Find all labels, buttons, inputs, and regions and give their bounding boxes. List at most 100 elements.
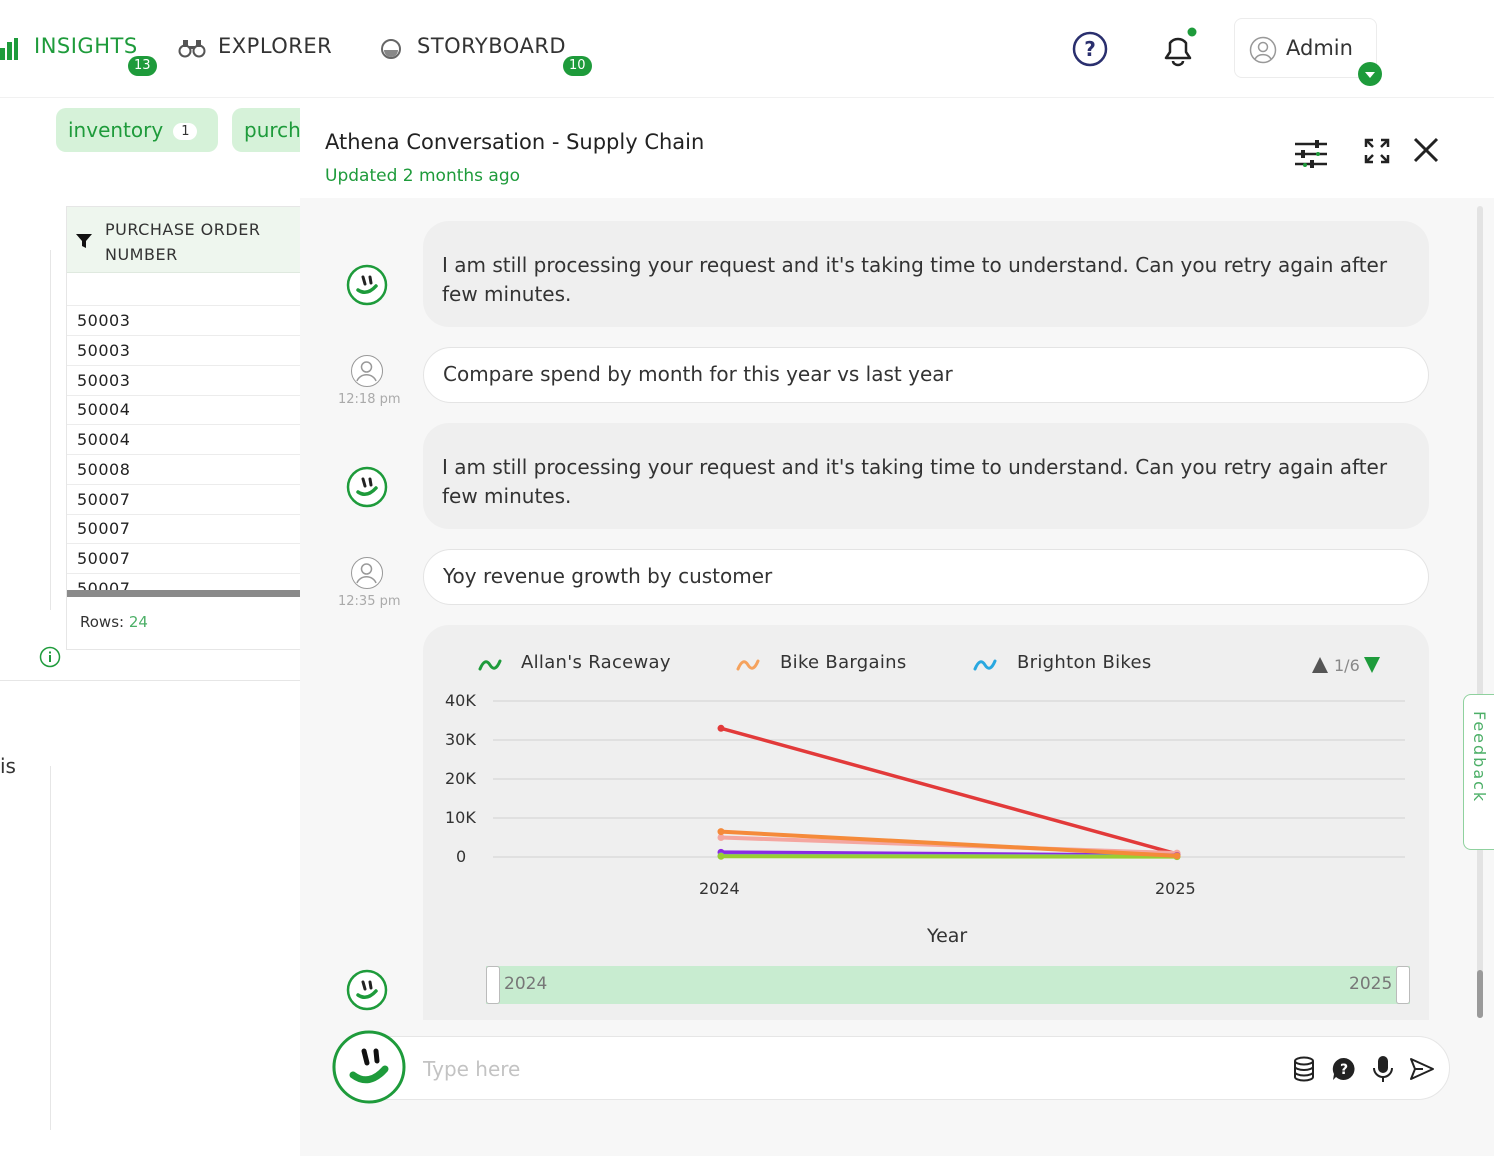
table-row[interactable]: 50007 xyxy=(77,519,131,538)
send-icon[interactable] xyxy=(1409,1057,1435,1081)
row-divider xyxy=(67,365,307,366)
svg-text:?: ? xyxy=(1084,37,1096,61)
expand-icon[interactable] xyxy=(1364,138,1390,164)
row-divider xyxy=(67,514,307,515)
conversation-panel: Athena Conversation - Supply Chain Updat… xyxy=(300,98,1494,1156)
legend-line-icon xyxy=(478,657,502,673)
user-avatar-icon xyxy=(1249,36,1277,64)
chart-point[interactable] xyxy=(717,828,725,836)
microphone-icon[interactable] xyxy=(1370,1055,1396,1083)
chart-point[interactable] xyxy=(717,834,725,841)
table-row[interactable]: 50003 xyxy=(77,371,131,390)
chart-line-series-red[interactable] xyxy=(720,726,1178,856)
purchase-order-table: PURCHASE ORDER NUMBER 50003 50003 50003 … xyxy=(66,206,307,650)
zoom-handle-left[interactable] xyxy=(486,966,500,1004)
binoculars-icon xyxy=(178,38,206,58)
panel-scrollbar-thumb[interactable] xyxy=(1477,970,1483,1018)
filter-chip-purchase[interactable]: purch xyxy=(232,108,312,152)
legend-line-icon xyxy=(973,657,997,673)
info-icon[interactable] xyxy=(39,646,61,668)
user-menu[interactable]: Admin xyxy=(1234,18,1377,78)
settings-sliders-icon[interactable] xyxy=(1293,138,1329,170)
chart-point[interactable] xyxy=(1173,852,1181,860)
y-tick-label: 10K xyxy=(445,808,476,827)
filter-icon[interactable] xyxy=(75,233,93,249)
row-divider xyxy=(67,305,307,306)
legend-next-icon[interactable] xyxy=(1363,656,1381,674)
legend-prev-icon[interactable] xyxy=(1311,656,1329,674)
help-icon[interactable]: ? xyxy=(1071,30,1109,68)
zoom-handle-right[interactable] xyxy=(1396,966,1410,1004)
bot-avatar-icon xyxy=(346,466,388,508)
table-row[interactable]: 50003 xyxy=(77,311,131,330)
rows-label: Rows: xyxy=(80,613,125,631)
bot-avatar-large-icon xyxy=(331,1029,407,1105)
feedback-tab[interactable]: Feedback xyxy=(1463,694,1494,850)
row-divider xyxy=(67,424,307,425)
truncated-side-text: is xyxy=(0,754,16,778)
legend-item[interactable]: Allan's Raceway xyxy=(521,652,671,673)
table-row[interactable]: 50007 xyxy=(77,490,131,509)
nav-explorer[interactable]: EXPLORER xyxy=(218,34,333,58)
filter-chip-inventory[interactable]: inventory 1 xyxy=(56,108,218,152)
nav-insights[interactable]: INSIGHTS xyxy=(34,34,138,58)
y-tick-label: 0 xyxy=(456,847,467,866)
storyboard-icon xyxy=(380,38,402,60)
zoom-range-slider[interactable]: 2024 2025 xyxy=(486,966,1410,1004)
table-row[interactable]: 50003 xyxy=(77,341,131,360)
grid-left-border xyxy=(50,250,51,610)
database-icon[interactable] xyxy=(1291,1056,1317,1082)
horizontal-scrollbar[interactable] xyxy=(67,590,307,597)
x-axis-title: Year xyxy=(927,925,968,947)
row-divider xyxy=(67,484,307,485)
nav-storyboard[interactable]: STORYBOARD xyxy=(417,34,567,58)
chip-label: purch xyxy=(244,118,301,142)
y-tick-label: 40K xyxy=(445,691,476,710)
chip-count: 1 xyxy=(173,123,198,140)
rows-footer: Rows: 24 xyxy=(80,613,148,631)
top-navigation: INSIGHTS 13 EXPLORER STORYBOARD 10 ? Adm… xyxy=(0,0,1494,98)
table-row[interactable]: 50007 xyxy=(77,579,131,591)
row-divider xyxy=(67,335,307,336)
message-input-bar: ? xyxy=(332,1036,1450,1100)
close-icon[interactable] xyxy=(1413,137,1439,163)
message-input[interactable] xyxy=(423,1053,1263,1085)
user-message: Yoy revenue growth by customer xyxy=(423,549,1429,605)
storyboard-count-badge: 10 xyxy=(563,56,592,76)
x-tick-label: 2025 xyxy=(1155,879,1196,898)
svg-text:?: ? xyxy=(1340,1062,1348,1078)
bot-message: I am still processing your request and i… xyxy=(423,423,1429,529)
rows-count: 24 xyxy=(128,613,148,631)
side-divider xyxy=(50,766,51,1130)
chart-line-series-orange[interactable] xyxy=(720,829,1178,858)
table-row[interactable]: 50007 xyxy=(77,549,131,568)
table-row[interactable]: 50008 xyxy=(77,460,131,479)
bot-avatar-icon xyxy=(346,969,388,1011)
row-divider xyxy=(67,573,307,574)
table-row[interactable]: 50004 xyxy=(77,400,131,419)
zoom-end-label: 2025 xyxy=(1349,974,1393,994)
chart-point[interactable] xyxy=(717,724,725,732)
x-tick-label: 2024 xyxy=(699,879,740,898)
line-chart-plot xyxy=(493,700,1405,861)
chevron-down-icon[interactable] xyxy=(1358,62,1382,86)
notification-bell-icon[interactable] xyxy=(1158,26,1198,68)
legend-item[interactable]: Bike Bargains xyxy=(780,652,907,673)
table-row[interactable]: 50004 xyxy=(77,430,131,449)
user-message: Compare spend by month for this year vs … xyxy=(423,347,1429,403)
chart-message: Allan's Raceway Bike Bargains Brighton B… xyxy=(423,625,1429,1020)
panel-header: Athena Conversation - Supply Chain Updat… xyxy=(300,98,1494,198)
column-header-po-number[interactable]: PURCHASE ORDER NUMBER xyxy=(105,220,261,264)
zoom-start-label: 2024 xyxy=(504,974,548,994)
user-avatar-icon xyxy=(351,355,383,387)
row-divider xyxy=(67,395,307,396)
y-tick-label: 20K xyxy=(445,769,476,788)
panel-updated-time: Updated 2 months ago xyxy=(325,166,521,186)
bot-message: I am still processing your request and i… xyxy=(423,221,1429,327)
question-chat-icon[interactable]: ? xyxy=(1331,1056,1357,1082)
chart-point[interactable] xyxy=(717,852,725,860)
insights-count-badge: 13 xyxy=(128,56,157,76)
message-timestamp: 12:18 pm xyxy=(338,392,401,407)
panel-scrollbar-track[interactable] xyxy=(1477,206,1483,1018)
legend-item[interactable]: Brighton Bikes xyxy=(1017,652,1152,673)
